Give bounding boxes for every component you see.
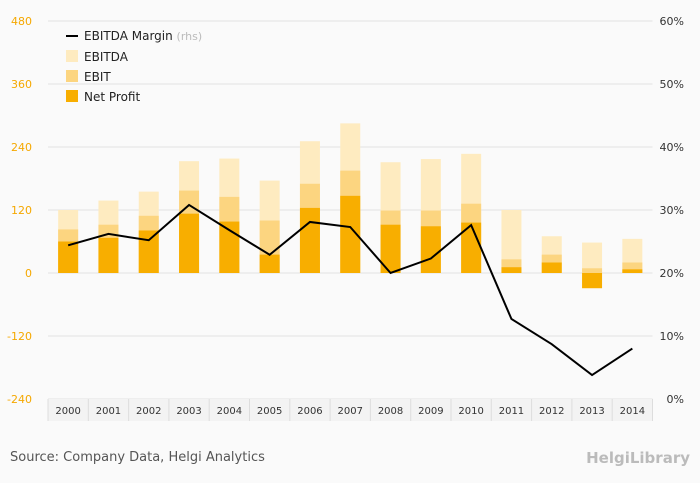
line-ebitda-margin bbox=[67, 203, 633, 377]
bar-net-profit bbox=[340, 195, 361, 273]
helgi-library-logo: HelgiLibrary bbox=[586, 449, 690, 467]
x-tick-label: 2006 bbox=[297, 406, 322, 417]
x-tick-label: 2007 bbox=[338, 406, 363, 417]
legend-swatch bbox=[66, 50, 78, 62]
legend-label: EBIT bbox=[84, 70, 111, 84]
x-tick-label: 2012 bbox=[539, 406, 564, 417]
x-tick-label: 2002 bbox=[136, 406, 161, 417]
left-tick-label: -240 bbox=[7, 393, 32, 406]
bar-net-profit bbox=[622, 269, 643, 273]
right-tick-label: 60% bbox=[660, 15, 684, 28]
left-tick-label: 360 bbox=[11, 78, 32, 91]
right-tick-label: 50% bbox=[660, 78, 684, 91]
bar-net-profit bbox=[501, 267, 522, 273]
source-note: Source: Company Data, Helgi Analytics bbox=[10, 450, 265, 465]
bar-net-profit bbox=[299, 207, 320, 273]
x-tick-label: 2010 bbox=[458, 406, 483, 417]
x-tick-label: 2005 bbox=[257, 406, 282, 417]
x-tick-label: 2008 bbox=[378, 406, 403, 417]
x-tick-label: 2000 bbox=[55, 406, 80, 417]
legend-rhs-note: (rhs) bbox=[177, 30, 203, 43]
legend-swatch bbox=[66, 90, 78, 102]
bar-ebitda bbox=[501, 210, 522, 273]
bar-net-profit bbox=[179, 213, 200, 273]
x-tick-label: 2014 bbox=[620, 406, 645, 417]
x-tick-label: 2013 bbox=[579, 406, 604, 417]
bar-net-profit bbox=[582, 273, 603, 289]
bar-net-profit bbox=[98, 237, 119, 273]
right-tick-label: 20% bbox=[660, 267, 684, 280]
bar-ebit bbox=[582, 268, 603, 273]
x-tick-label: 2009 bbox=[418, 406, 443, 417]
bar-net-profit bbox=[541, 262, 562, 273]
bar-net-profit bbox=[58, 241, 79, 273]
right-tick-label: 40% bbox=[660, 141, 684, 154]
legend-label: EBITDA bbox=[84, 50, 129, 64]
legend-label: Net Profit bbox=[84, 90, 140, 104]
left-tick-label: 0 bbox=[25, 267, 32, 280]
legend-swatch bbox=[66, 70, 78, 82]
left-tick-label: 120 bbox=[11, 204, 32, 217]
bar-net-profit bbox=[420, 226, 441, 273]
bar-ebitda bbox=[582, 242, 603, 273]
bar-net-profit bbox=[380, 224, 401, 273]
x-axis-band bbox=[48, 399, 653, 421]
legend-label: EBITDA Margin (rhs) bbox=[84, 29, 202, 43]
bar-net-profit bbox=[219, 221, 240, 273]
left-tick-label: -120 bbox=[7, 330, 32, 343]
bar-net-profit bbox=[138, 230, 159, 273]
chart-svg: 480 60% 360 50% 240 40% 120 30% 0 20% -120 10% -240 0… bbox=[7, 15, 684, 421]
left-tick-label: 240 bbox=[11, 141, 32, 154]
x-tick-label: 2011 bbox=[499, 406, 524, 417]
bar-ebit bbox=[622, 262, 643, 273]
bar-net-profit bbox=[259, 254, 280, 273]
left-tick-label: 480 bbox=[11, 15, 32, 28]
x-tick-label: 2004 bbox=[217, 406, 242, 417]
x-tick-label: 2001 bbox=[96, 406, 121, 417]
x-tick-label: 2003 bbox=[176, 406, 201, 417]
right-tick-label: 0% bbox=[667, 393, 684, 406]
right-tick-label: 30% bbox=[660, 204, 684, 217]
right-tick-label: 10% bbox=[660, 330, 684, 343]
